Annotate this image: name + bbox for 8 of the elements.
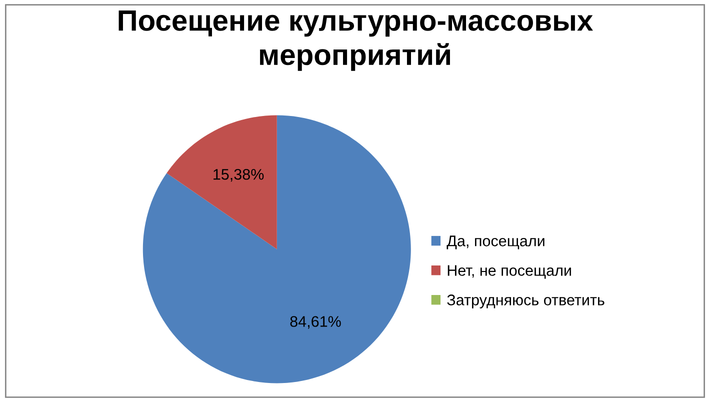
legend-label: Нет, не посещали <box>448 265 571 279</box>
legend-label: Да, посещали <box>446 236 544 250</box>
legend-label: Затрудняюсь ответить <box>447 294 604 308</box>
data-label: 15,38% <box>214 168 264 182</box>
chart-title: Посещение культурно-массовых мероприятий <box>118 10 593 71</box>
pie-slice <box>166 115 277 250</box>
pie-slice <box>142 115 411 384</box>
data-label: 84,61% <box>290 316 341 329</box>
